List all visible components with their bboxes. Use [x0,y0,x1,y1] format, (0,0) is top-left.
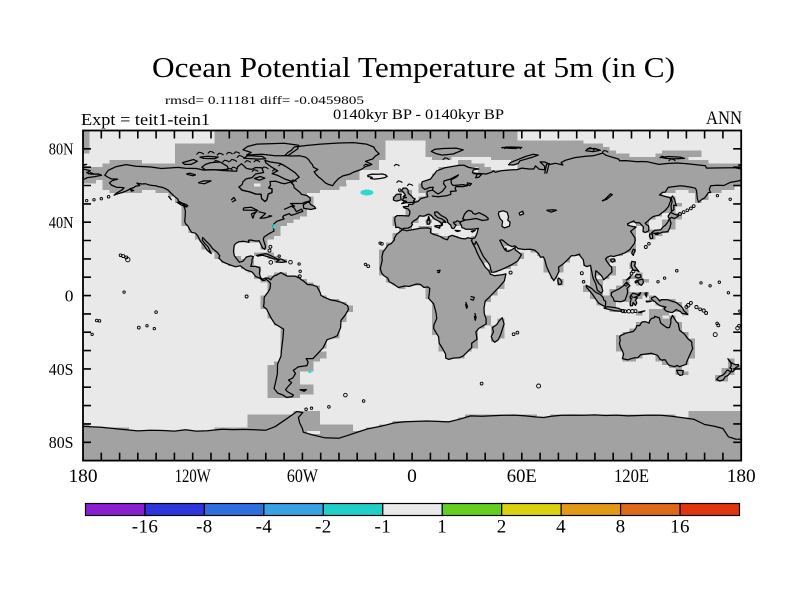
svg-text:Ocean Potential Temperature at: Ocean Potential Temperature at 5m (in C) [152,53,675,84]
svg-text:-4: -4 [256,517,273,538]
svg-text:80S: 80S [49,433,74,452]
svg-text:0: 0 [407,466,417,487]
svg-text:0140kyr BP - 0140kyr BP: 0140kyr BP - 0140kyr BP [333,107,504,123]
svg-text:180: 180 [69,466,98,487]
svg-text:Expt = teit1-tein1: Expt = teit1-tein1 [81,110,210,129]
svg-text:-16: -16 [132,517,159,538]
svg-text:1: 1 [437,517,447,538]
svg-text:16: 16 [670,517,690,538]
svg-text:60W: 60W [287,466,319,487]
svg-text:4: 4 [556,517,566,538]
svg-text:60E: 60E [507,466,537,487]
svg-text:-2: -2 [315,517,332,538]
svg-text:ANN: ANN [706,108,742,129]
svg-text:-8: -8 [196,517,213,538]
svg-text:rmsd= 0.11181 diff= -0.0459805: rmsd= 0.11181 diff= -0.0459805 [165,93,364,107]
svg-text:180: 180 [727,466,756,487]
svg-text:40N: 40N [49,213,74,232]
svg-text:2: 2 [497,517,507,538]
svg-text:120W: 120W [175,466,212,487]
svg-text:40S: 40S [49,360,74,379]
svg-text:0: 0 [65,286,74,305]
svg-text:8: 8 [616,517,626,538]
svg-text:-1: -1 [374,517,391,538]
svg-text:120E: 120E [614,466,649,487]
svg-text:80N: 80N [49,140,74,159]
